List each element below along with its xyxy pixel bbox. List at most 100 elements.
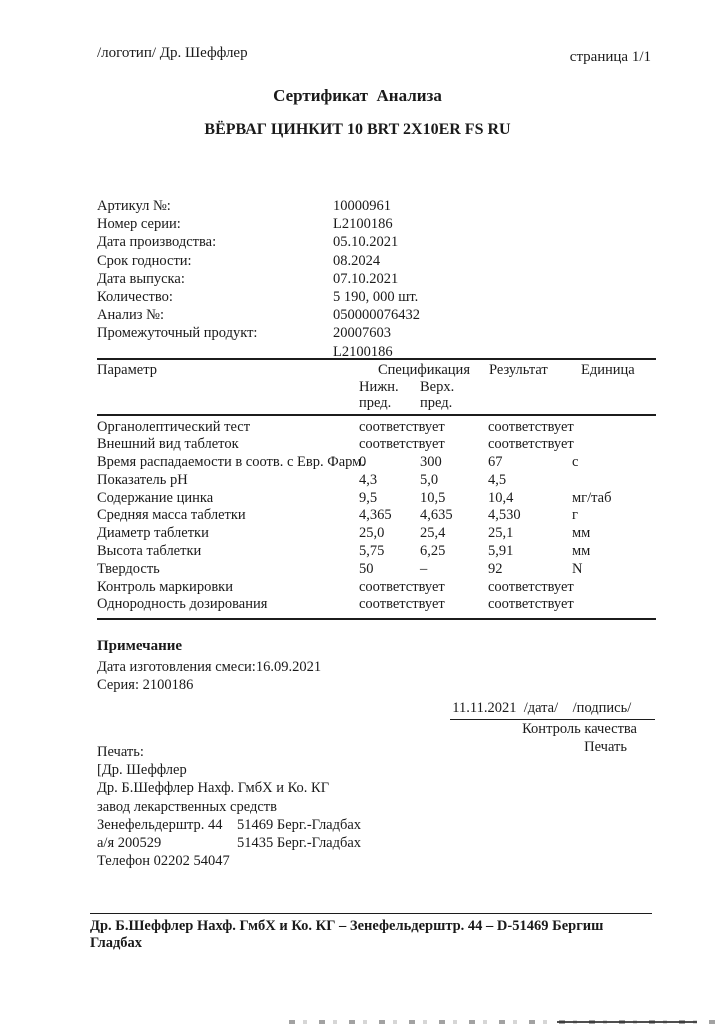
field-row-series: Номер серии: L2100186 <box>97 215 420 233</box>
cell-upper-limit: 6,25 <box>420 543 446 560</box>
table-row: Средняя масса таблетки 4,365 4,635 4,530… <box>97 507 656 525</box>
signature-role: Контроль качества <box>522 720 637 737</box>
cell-unit <box>572 419 656 437</box>
cell-upper-limit: 4,635 <box>420 507 453 524</box>
cell-unit: мм <box>572 543 591 560</box>
scan-artifact-line <box>557 1021 697 1023</box>
stamp-address-row: а/я 200529 51435 Берг.-Гладбах <box>97 834 361 852</box>
signature-date-line: 11.11.2021 /дата/ /подпись/ <box>450 699 655 720</box>
column-subheader-lower: Нижн. <box>359 378 399 395</box>
cell-result: 67 <box>488 454 503 471</box>
field-value: 08.2024 <box>333 252 381 269</box>
cell-parameter: Показатель рН <box>97 471 188 488</box>
cell-result: 10,4 <box>488 489 514 506</box>
cell-parameter: Диаметр таблетки <box>97 525 209 542</box>
field-label: Количество: <box>97 289 173 306</box>
field-row-analysis-number: Анализ №: 050000076432 <box>97 306 420 324</box>
table-row: Органолептический тест соответствует соо… <box>97 419 656 437</box>
cell-lower-limit: соответствует <box>359 578 445 595</box>
cell-lower-limit: 25,0 <box>359 525 385 542</box>
field-row-intermediate-product: Промежуточный продукт: 20007603 <box>97 324 420 342</box>
table-row: Внешний вид таблеток соответствует соотв… <box>97 436 656 454</box>
table-row: Контроль маркировки соответствует соотве… <box>97 579 656 597</box>
field-row-production-date: Дата производства: 05.10.2021 <box>97 233 420 251</box>
signature-stamp-word: Печать <box>584 739 627 755</box>
cell-upper-limit: 300 <box>420 454 442 471</box>
logo-text: /логотип/ Др. Шеффлер <box>97 45 248 61</box>
column-header-result: Результат <box>489 362 548 378</box>
cell-upper-limit: 10,5 <box>420 489 446 506</box>
cell-result: соответствует <box>488 418 574 435</box>
cell-lower-limit: 4,365 <box>359 507 392 524</box>
table-body: Органолептический тест соответствует соо… <box>97 416 656 621</box>
cell-parameter: Твердость <box>97 560 160 577</box>
cell-upper-limit <box>420 436 488 454</box>
field-value-continuation: L2100186 <box>333 343 393 360</box>
cell-parameter: Контроль маркировки <box>97 578 233 595</box>
column-subheader-upper-2: пред. <box>420 395 453 411</box>
stamp-label: Печать: <box>97 744 144 760</box>
field-label: Срок годности: <box>97 252 192 269</box>
cell-lower-limit: соответствует <box>359 418 445 435</box>
field-label: Анализ №: <box>97 307 165 324</box>
cell-result: 5,91 <box>488 543 514 560</box>
cell-unit <box>572 436 656 454</box>
cell-unit <box>572 472 656 490</box>
field-value: 20007603 <box>333 325 391 342</box>
column-subheader-upper: Верх. <box>420 378 455 395</box>
cell-lower-limit: соответствует <box>359 596 445 613</box>
signature-block: 11.11.2021 /дата/ /подпись/ Контроль кач… <box>450 699 655 757</box>
cell-unit: г <box>572 507 578 524</box>
table-header-row-main: Параметр Спецификация Результат Единица <box>97 362 656 379</box>
cell-lower-limit: 9,5 <box>359 489 378 506</box>
cell-upper-limit <box>420 419 488 437</box>
stamp-company-line2: Др. Б.Шеффлер Нахф. ГмбХ и Ко. КГ <box>97 780 330 797</box>
field-row-article: Артикул №: 10000961 <box>97 197 420 215</box>
field-row-expiry: Срок годности: 08.2024 <box>97 252 420 270</box>
footer: Др. Б.Шеффлер Нахф. ГмбХ и Ко. КГ – Зене… <box>90 913 652 952</box>
cell-result: 4,530 <box>488 507 521 524</box>
document-title: Сертификат Анализа <box>273 86 442 105</box>
cell-upper-limit <box>420 596 488 614</box>
cell-unit: мг/таб <box>572 489 612 506</box>
field-row-release-date: Дата выпуска: 07.10.2021 <box>97 270 420 288</box>
product-name: ВЁРВАГ ЦИНКИТ 10 BRT 2X10ER FS RU <box>204 121 511 138</box>
field-value: 050000076432 <box>333 307 420 324</box>
cell-result: 25,1 <box>488 525 514 542</box>
cell-unit <box>572 596 656 614</box>
field-value: L2100186 <box>333 216 393 233</box>
cell-parameter: Органолептический тест <box>97 418 251 435</box>
field-value: 07.10.2021 <box>333 270 399 287</box>
column-header-specification: Спецификация <box>378 362 470 378</box>
cell-parameter: Внешний вид таблеток <box>97 436 239 453</box>
cell-lower-limit: 0 <box>359 454 367 471</box>
table-row: Время распадаемости в соотв. с Евр. Фарм… <box>97 454 656 472</box>
stamp-pobox: а/я 200529 <box>97 835 162 852</box>
notes-section: Примечание Дата изготовления смеси:16.09… <box>97 637 321 695</box>
stamp-street: Зенефельдерштр. 44 <box>97 816 223 833</box>
stamp-city: 51469 Берг.-Гладбах <box>237 816 362 833</box>
stamp-phone: Телефон 02202 54047 <box>97 853 230 870</box>
cell-upper-limit <box>420 579 488 597</box>
cell-lower-limit: 50 <box>359 560 374 577</box>
cell-unit: мм <box>572 525 591 542</box>
cell-unit: N <box>572 560 583 577</box>
table-header-row-limits-1: Нижн. Верх. <box>97 379 656 396</box>
cell-result: соответствует <box>488 436 574 453</box>
stamp-company-line1: [Др. Шеффлер <box>97 762 187 779</box>
info-fields: Артикул №: 10000961 Номер серии: L210018… <box>97 197 420 361</box>
table-row: Твердость 50 – 92 N <box>97 561 656 579</box>
field-row-intermediate-product-series: L2100186 <box>97 343 420 361</box>
cell-result: соответствует <box>488 578 574 595</box>
cell-upper-limit: 5,0 <box>420 471 439 488</box>
scan-artifact <box>289 1020 715 1024</box>
table-row: Высота таблетки 5,75 6,25 5,91 мм <box>97 543 656 561</box>
field-label: Дата выпуска: <box>97 270 185 287</box>
cell-unit <box>572 579 656 597</box>
table-row: Однородность дозирования соответствует с… <box>97 596 656 614</box>
cell-lower-limit: 4,3 <box>359 471 378 488</box>
cell-upper-limit: – <box>420 560 428 577</box>
field-row-quantity: Количество: 5 190, 000 шт. <box>97 288 420 306</box>
cell-upper-limit: 25,4 <box>420 525 446 542</box>
